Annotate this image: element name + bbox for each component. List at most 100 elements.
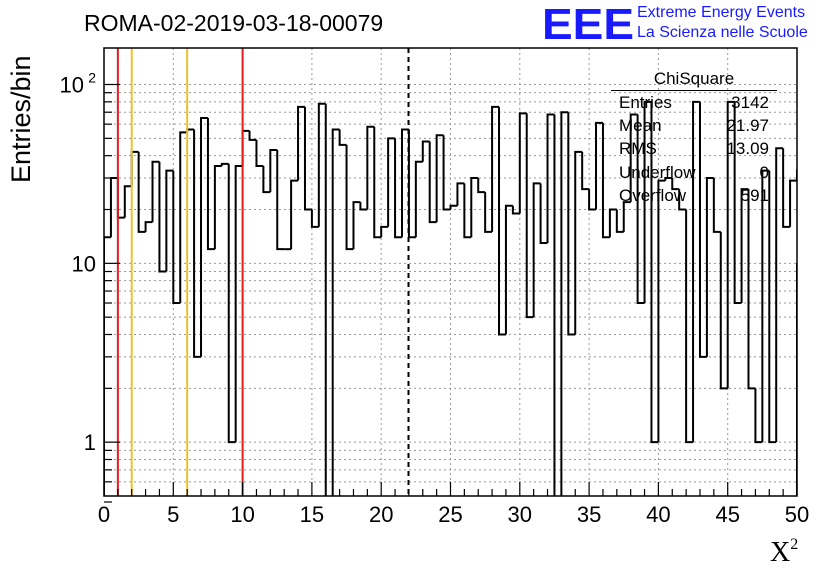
histogram-bin [290,179,299,250]
histogram-bin [227,163,236,444]
histogram-bin [622,201,631,232]
histogram-bin [588,189,597,211]
histogram-bin [220,162,229,167]
histogram-bin [317,102,326,227]
histogram-bin [671,178,680,191]
histogram-bin [104,236,111,496]
histogram-bin [421,140,430,162]
x-tick-label: 25 [438,502,462,527]
y-tick-label: 10 [72,251,96,276]
x-axis-label-symbol: X [770,537,791,568]
x-axis-label-superscript: 2 [790,536,799,553]
histogram-bin [761,169,770,443]
histogram-bin [303,106,312,211]
histogram-bin [269,149,278,193]
histogram-bin [324,103,327,496]
histogram-bin [804,171,811,389]
stat-row-mean: Mean 21.97 [611,114,777,137]
histogram-bin [186,128,195,133]
y-tick-label: 10 [60,73,84,98]
histogram-bin [206,117,215,251]
histogram-bin [775,147,784,443]
histogram-bin [719,231,728,390]
histogram-bin [692,100,700,443]
histogram-bin [400,128,409,238]
histogram-bin [595,121,603,210]
histogram-bin [449,204,458,210]
histogram-bin [144,221,153,232]
histogram-bin [213,165,222,250]
histogram-bin [740,188,749,304]
histogram-bin [387,137,396,227]
histogram-bin [539,183,548,244]
histogram-bin [179,131,188,304]
x-tick-label: 35 [577,502,601,527]
histogram-bin [172,170,181,305]
logo-subtitle-line1: Extreme Energy Events [637,4,806,21]
histogram-bin [629,113,638,203]
logo-subtitle-line2: La Scienza nelle Scuole [637,24,808,41]
y-tick-label: 1 [84,430,96,455]
histogram-bin [123,185,132,218]
histogram-bin [297,105,305,181]
stat-row-entries: Entries 3142 [611,91,777,114]
histogram-bin [380,225,389,238]
histogram-bin [664,177,673,181]
x-tick-label: 20 [369,502,393,527]
histogram-bin [262,166,271,194]
histogram-bin [726,100,735,389]
histogram-bin [463,183,472,239]
x-tick-label: 50 [785,502,809,527]
histogram-bin [345,144,354,251]
histogram-bin [567,112,576,336]
histogram-bin [470,177,479,238]
x-tick-label: 5 [167,502,179,527]
x-tick-label: 0 [98,502,110,527]
histogram-bin [484,192,493,233]
histogram-bin [532,182,541,318]
histogram-bin [498,106,506,336]
histogram-bin [574,150,583,335]
stat-value: 21.97 [726,116,769,136]
stat-label: RMS [619,139,657,159]
eee-logo: EEE [542,2,634,42]
histogram-bin [394,138,402,239]
histogram-bin [442,135,451,211]
histogram-bin [511,205,520,215]
eee-logo-mark: EEE [542,2,634,42]
histogram-bin [712,178,721,233]
x-tick-label: 10 [230,502,254,527]
histogram-bin [151,160,160,223]
stat-row-rms: RMS 13.09 [611,137,777,160]
histogram-bin [200,116,208,357]
histogram-bin [373,126,382,239]
stat-value: 3142 [731,93,769,112]
histogram-bin [811,175,818,388]
stat-row-overflow: Overflow 591 [611,184,777,207]
histogram-bin [615,209,624,233]
histogram-bin [276,150,285,251]
y-tick-exponent: 2 [88,70,96,86]
histogram-bin [782,148,791,228]
histogram-bin [560,111,569,496]
histogram-bin [678,189,687,211]
histogram-bin [546,113,555,243]
histogram-bin [733,101,742,305]
histogram-bin [331,128,340,496]
x-tick-label: 15 [300,502,324,527]
histogram-bin [241,129,250,167]
histogram-bin [832,243,836,388]
histogram-bin [255,139,264,168]
run-title: ROMA-02-2019-03-18-00079 [84,10,384,36]
histogram-bin [338,129,347,146]
histogram-bin [477,178,486,194]
histogram-bin [130,150,139,187]
histogram-bin [428,141,437,224]
histogram-bin [705,177,714,357]
histogram-bin [796,169,797,181]
stat-row-underflow: Underflow 0 [611,161,777,184]
histogram-bin [818,143,825,175]
histogram-bin [491,105,500,232]
stat-label: Underflow [619,162,696,182]
